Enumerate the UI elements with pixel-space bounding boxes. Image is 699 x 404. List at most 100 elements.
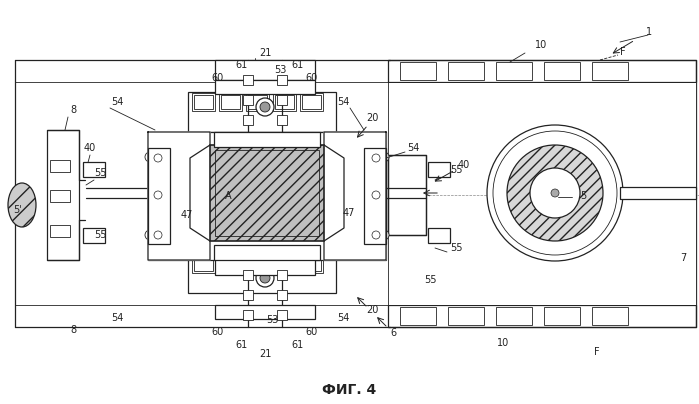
Bar (544, 62, 580, 80)
Text: 47: 47 (181, 210, 193, 220)
Bar (243, 95, 253, 105)
Bar (243, 270, 253, 280)
Text: F: F (620, 47, 626, 57)
Text: 53: 53 (266, 315, 278, 325)
Bar (448, 62, 484, 80)
Text: 55: 55 (449, 243, 462, 253)
Text: 21: 21 (259, 349, 271, 359)
Circle shape (260, 102, 270, 112)
Text: 54: 54 (111, 97, 123, 107)
Text: 47: 47 (343, 208, 355, 218)
Bar (496, 307, 532, 325)
Circle shape (372, 191, 380, 199)
Text: F: F (594, 347, 600, 357)
Text: 10: 10 (497, 338, 509, 348)
Bar (277, 115, 287, 125)
Text: 20: 20 (366, 305, 378, 315)
Circle shape (507, 145, 603, 241)
Circle shape (154, 231, 162, 239)
Bar (192, 93, 215, 111)
Bar (214, 245, 320, 260)
Bar (248, 257, 267, 271)
Bar (277, 290, 287, 300)
Text: 54: 54 (111, 313, 123, 323)
Bar (620, 187, 696, 199)
Bar (50, 160, 70, 172)
Circle shape (256, 269, 274, 287)
Bar (400, 307, 436, 325)
Circle shape (256, 98, 274, 116)
Text: 54: 54 (337, 97, 350, 107)
Bar (300, 93, 323, 111)
Bar (194, 95, 213, 109)
Bar (194, 257, 213, 271)
Circle shape (154, 191, 162, 199)
Text: 55: 55 (424, 275, 436, 285)
Text: 61: 61 (291, 340, 303, 350)
Circle shape (379, 152, 389, 162)
Text: 8: 8 (70, 325, 76, 335)
Bar (428, 162, 450, 177)
Bar (148, 148, 170, 244)
Bar (388, 155, 426, 235)
Text: 55: 55 (449, 165, 462, 175)
Bar (246, 255, 269, 273)
Bar (400, 62, 436, 80)
Text: 1: 1 (646, 27, 652, 37)
Text: 6: 6 (390, 328, 396, 338)
Bar (243, 310, 253, 320)
Circle shape (493, 131, 617, 255)
Text: 53: 53 (274, 65, 286, 75)
Circle shape (260, 273, 270, 283)
Bar (243, 115, 253, 125)
Text: 20: 20 (366, 113, 378, 123)
Circle shape (154, 154, 162, 162)
Bar (388, 305, 696, 327)
Bar (221, 95, 240, 109)
Bar (215, 150, 319, 236)
Bar (215, 80, 315, 94)
Bar (544, 307, 580, 325)
Text: 61: 61 (235, 340, 247, 350)
Bar (277, 95, 287, 105)
Bar (277, 75, 287, 85)
Text: ФИГ. 4: ФИГ. 4 (322, 383, 376, 397)
Text: 60: 60 (306, 73, 318, 83)
Text: 61: 61 (235, 60, 247, 70)
Text: 55: 55 (94, 168, 106, 178)
Text: 7: 7 (680, 253, 686, 263)
Bar (243, 290, 253, 300)
Bar (277, 270, 287, 280)
Bar (83, 228, 105, 243)
Text: 40: 40 (84, 143, 96, 153)
Bar (215, 60, 315, 80)
Bar (273, 255, 296, 273)
Text: 40: 40 (458, 160, 470, 170)
Bar (188, 253, 336, 293)
Bar (50, 190, 70, 202)
Text: 21: 21 (259, 48, 271, 58)
Bar (496, 62, 532, 80)
Text: A: A (224, 191, 231, 201)
Bar (592, 307, 628, 325)
Text: 60: 60 (212, 327, 224, 337)
Text: 60: 60 (306, 327, 318, 337)
Bar (210, 145, 324, 241)
Bar (302, 95, 321, 109)
Bar (192, 255, 215, 273)
Circle shape (145, 152, 155, 162)
Bar (273, 93, 296, 111)
Bar (275, 95, 294, 109)
Text: 5: 5 (580, 191, 586, 201)
Circle shape (551, 189, 559, 197)
Bar (428, 228, 450, 243)
Bar (221, 257, 240, 271)
Bar (219, 255, 242, 273)
Bar (277, 310, 287, 320)
Bar (302, 257, 321, 271)
Bar (219, 93, 242, 111)
Bar (246, 93, 269, 111)
Circle shape (372, 231, 380, 239)
Text: 10: 10 (535, 40, 547, 50)
Text: 5': 5' (13, 205, 22, 215)
